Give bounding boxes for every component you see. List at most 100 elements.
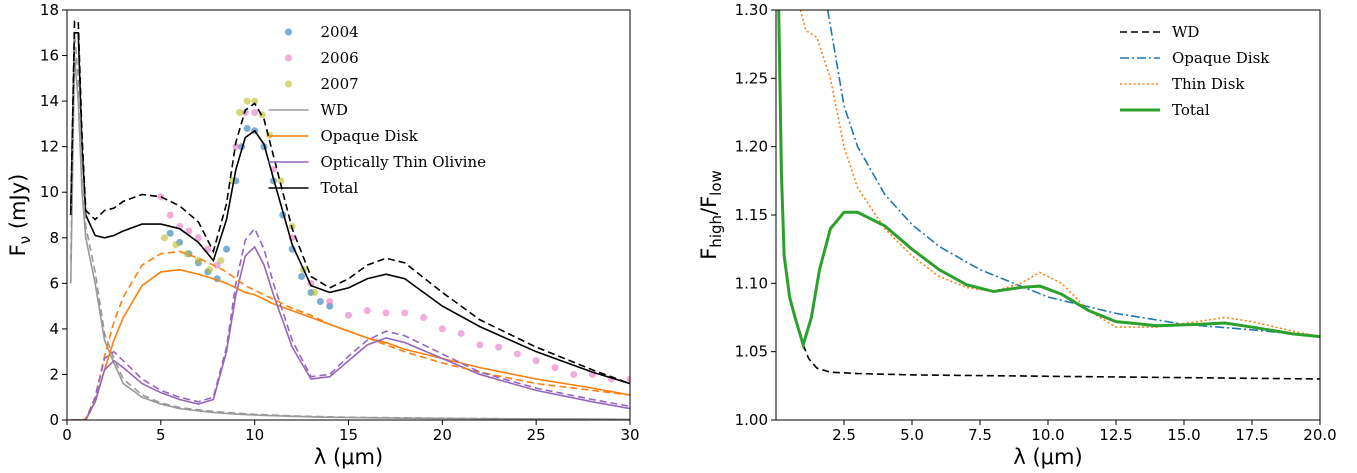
x-axis-label: λ (μm) (314, 445, 383, 469)
data-point (166, 229, 174, 237)
legend-marker (285, 28, 292, 36)
data-point (551, 364, 559, 372)
data-point (401, 309, 409, 317)
y-tick-label: 1.10 (735, 274, 768, 292)
plot-area (69, 20, 630, 420)
data-point (532, 357, 540, 365)
series-line (69, 55, 630, 420)
y-tick-label: 1.30 (735, 1, 768, 19)
data-point (223, 245, 231, 253)
data-point (194, 257, 202, 265)
y-tick-label: 1.25 (735, 69, 768, 87)
data-point (243, 124, 251, 132)
y-tick-label: 12 (40, 138, 59, 156)
x-axis-label: λ (μm) (1013, 445, 1082, 469)
data-point (183, 250, 191, 258)
data-point (232, 143, 240, 151)
legend-marker (285, 80, 292, 88)
x-tick-label: 20.0 (1303, 426, 1336, 444)
data-point (513, 350, 521, 358)
data-point (457, 329, 465, 337)
plot-frame (775, 9, 1321, 421)
legend-label: 2004 (321, 23, 359, 41)
x-tick-label: 7.5 (968, 426, 992, 444)
data-point (382, 309, 390, 317)
data-point (217, 257, 225, 265)
data-point (251, 109, 259, 116)
data-point (161, 234, 169, 242)
data-point (326, 298, 334, 306)
data-point (166, 211, 174, 219)
legend-label: WD (1172, 23, 1199, 41)
x-tick-label: 2.5 (832, 426, 856, 444)
panel: 0 5 10 15 20 25 30 0 2 4 6 8 10 12 14 16 18 λ (μm) Fν (mJy… (6, 1, 640, 469)
legend-marker (285, 54, 292, 62)
legend-label: WD (321, 101, 348, 119)
data-point (185, 227, 193, 235)
y-tick-label: 6 (49, 274, 59, 292)
legend-label: 2007 (321, 75, 359, 93)
data-point (316, 298, 324, 306)
data-point (438, 325, 446, 333)
y-axis-label-part: (mJy) (6, 174, 30, 236)
y-tick-label: 16 (40, 47, 59, 65)
data-point (277, 177, 285, 185)
data-point (570, 370, 578, 378)
legend-label: Total (321, 179, 359, 197)
legend-label: Total (1172, 101, 1210, 119)
x-tick-label: 10 (245, 426, 264, 444)
x-tick-label: 25 (527, 426, 546, 444)
y-tick-label: 14 (40, 92, 59, 110)
x-tick-label: 17.5 (1235, 426, 1268, 444)
x-tick-label: 5.0 (900, 426, 924, 444)
y-axis-label-part: high (707, 215, 725, 248)
y-tick-label: 1.15 (735, 206, 768, 224)
y-tick-label: 1.00 (735, 411, 768, 429)
x-tick-label: 30 (620, 426, 639, 444)
plot-area (777, 10, 1320, 380)
data-point (311, 288, 319, 296)
series-line (826, 10, 1320, 338)
data-point (194, 234, 202, 242)
legend-label: Opaque Disk (321, 127, 419, 145)
x-tick-label: 0 (62, 426, 72, 444)
series-line (70, 268, 630, 420)
y-tick-label: 1.05 (735, 343, 768, 361)
y-tick-label: 2 (49, 365, 59, 383)
x-tick-label: 12.5 (1099, 426, 1132, 444)
y-tick-label: 10 (40, 183, 59, 201)
data-point (476, 341, 484, 349)
series-line (69, 32, 630, 420)
y-tick-label: 4 (49, 320, 59, 338)
series-line (799, 10, 1320, 338)
data-point (420, 314, 428, 321)
data-point (206, 266, 214, 274)
plot-frame (66, 9, 631, 421)
series-line (777, 10, 1320, 351)
series-line (69, 31, 630, 385)
y-axis-label-part: ν (16, 236, 34, 244)
data-point (157, 193, 165, 201)
y-axis-label-part: F (697, 248, 721, 260)
series-line (70, 227, 630, 420)
y-axis-label-part: F (6, 244, 30, 256)
y-tick-label: 8 (49, 229, 59, 247)
legend-label: Thin Disk (1172, 75, 1245, 93)
data-point (243, 97, 251, 105)
series-line (802, 344, 1320, 380)
data-point (626, 375, 630, 383)
y-axis-label: Fhigh/Flow (697, 170, 725, 260)
legend-label: 2006 (321, 49, 359, 67)
series-line (69, 20, 630, 385)
legend-label: Optically Thin Olivine (321, 153, 487, 171)
x-tick-label: 10.0 (1031, 426, 1064, 444)
y-axis-label: Fν (mJy) (6, 174, 34, 257)
y-axis-label-part: /F (697, 196, 721, 215)
data-point (298, 273, 306, 280)
y-axis-label-part: low (707, 170, 725, 196)
data-point (251, 97, 259, 105)
data-point (345, 311, 352, 319)
y-tick-label: 18 (40, 1, 59, 19)
x-tick-label: 5 (156, 426, 166, 444)
